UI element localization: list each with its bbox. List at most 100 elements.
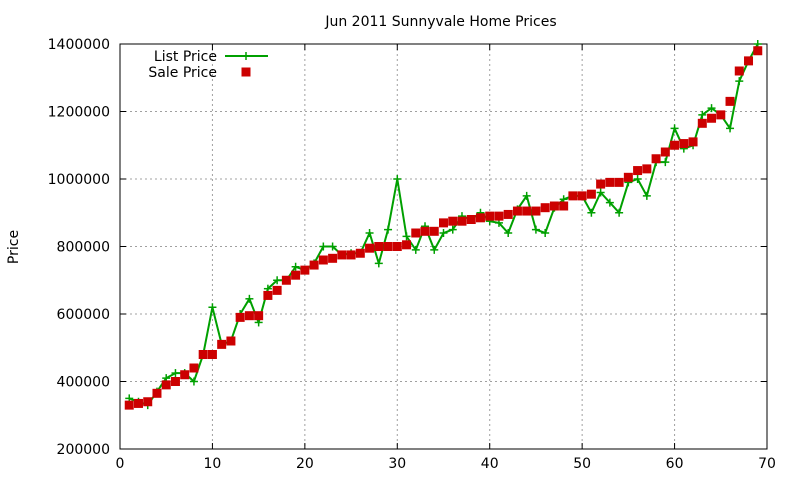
sale-price-point xyxy=(392,242,402,251)
sale-price-point xyxy=(402,240,412,250)
sale-price-point xyxy=(679,139,689,149)
sale-price-point xyxy=(318,255,328,265)
list-price-point xyxy=(735,77,744,86)
sale-price-point xyxy=(170,377,180,386)
legend-label-sale-price: Sale Price xyxy=(148,65,217,81)
sale-price-point xyxy=(697,118,707,128)
sale-price-point xyxy=(254,311,264,321)
sale-price-point xyxy=(485,211,495,221)
sale-price-point xyxy=(568,191,578,201)
list-price-point xyxy=(670,124,679,133)
list-price-point xyxy=(605,198,614,207)
sale-price-point xyxy=(300,265,310,275)
x-tick-label: 10 xyxy=(204,456,222,472)
list-price-point xyxy=(273,276,282,285)
sale-price-point xyxy=(207,350,217,359)
sale-price-point xyxy=(725,96,735,106)
list-price-point xyxy=(531,225,540,234)
list-price-point xyxy=(698,110,707,119)
x-tick-label: 0 xyxy=(116,456,125,472)
list-price-point xyxy=(642,191,651,200)
sale-price-point xyxy=(383,242,393,251)
sale-price-point xyxy=(411,228,421,238)
sale-price-point xyxy=(226,336,236,346)
legend-label-list-price: List Price xyxy=(154,49,217,65)
legend-marker-sale-price xyxy=(241,67,251,77)
sale-price-point xyxy=(623,172,633,182)
sale-price-point xyxy=(633,166,643,176)
x-tick-label: 50 xyxy=(573,456,591,472)
sale-price-point xyxy=(586,189,596,199)
list-price-point xyxy=(411,245,420,254)
sale-price-point xyxy=(346,250,356,260)
y-axis-label: Price xyxy=(6,230,22,264)
sale-price-point xyxy=(328,253,338,263)
x-tick-label: 40 xyxy=(481,456,499,472)
sale-price-point xyxy=(753,46,763,56)
y-tick-label: 600000 xyxy=(57,307,110,323)
list-price-point xyxy=(615,208,624,217)
sale-price-point xyxy=(309,260,319,270)
sale-price-point xyxy=(355,248,365,258)
sale-price-point xyxy=(503,209,513,219)
sale-price-point xyxy=(161,380,171,390)
list-price-point xyxy=(365,229,374,237)
y-tick-label: 1000000 xyxy=(48,172,110,188)
list-price-point xyxy=(661,158,670,167)
sale-price-point xyxy=(439,218,448,228)
list-price-point xyxy=(448,225,457,234)
sale-price-point xyxy=(596,179,606,189)
sale-price-point xyxy=(549,201,559,211)
list-price-point xyxy=(384,225,393,234)
sale-price-point xyxy=(365,243,375,253)
sale-price-point xyxy=(475,213,485,223)
list-price-point xyxy=(402,232,411,241)
sale-price-point xyxy=(614,177,624,187)
list-price-point xyxy=(430,245,439,254)
sale-price-point xyxy=(605,177,615,187)
x-tick-label: 70 xyxy=(758,456,776,472)
sale-price-point xyxy=(744,56,754,66)
sale-price-point xyxy=(217,339,227,349)
sale-price-point xyxy=(688,137,698,147)
sale-price-point xyxy=(540,203,550,213)
y-tick-label: 800000 xyxy=(57,240,110,256)
sale-price-point xyxy=(281,275,291,285)
sale-price-point xyxy=(651,154,661,164)
sale-price-point xyxy=(448,216,458,226)
sale-price-point xyxy=(152,388,162,398)
list-price-point xyxy=(291,262,300,271)
axes: 0 10 20 30 40 50 60 70 200000 400000 600000 800000 1… xyxy=(48,37,776,472)
x-tick-label: 20 xyxy=(296,456,314,472)
list-price-point xyxy=(189,377,198,386)
sale-price-point xyxy=(716,110,726,120)
sale-price-point xyxy=(531,206,541,216)
sale-price-point xyxy=(235,312,245,322)
x-tick-label: 30 xyxy=(388,456,406,472)
sale-price-point xyxy=(707,113,717,123)
list-price-point xyxy=(245,294,254,303)
series-layer xyxy=(124,40,763,410)
chart-title: Jun 2011 Sunnyvale Home Prices xyxy=(324,14,556,30)
y-tick-label: 1400000 xyxy=(48,37,110,53)
sale-price-point xyxy=(133,398,143,408)
sale-price-point xyxy=(143,397,153,407)
list-price-point xyxy=(633,175,642,183)
sale-price-point xyxy=(734,66,744,76)
sale-price-point xyxy=(420,226,430,236)
sale-price-point xyxy=(457,216,467,226)
list-price-point xyxy=(374,259,383,268)
sale-price-point xyxy=(642,164,652,174)
sale-price-point xyxy=(198,350,208,359)
list-price-point xyxy=(171,369,180,378)
list-price-point xyxy=(393,175,402,183)
legend-marker-list-price xyxy=(242,52,250,60)
sale-price-point xyxy=(124,400,134,410)
list-price-point xyxy=(208,303,217,312)
sale-price-point xyxy=(291,270,301,280)
grid xyxy=(120,44,767,449)
sale-price-point xyxy=(374,242,384,251)
sale-price-point xyxy=(180,370,190,380)
